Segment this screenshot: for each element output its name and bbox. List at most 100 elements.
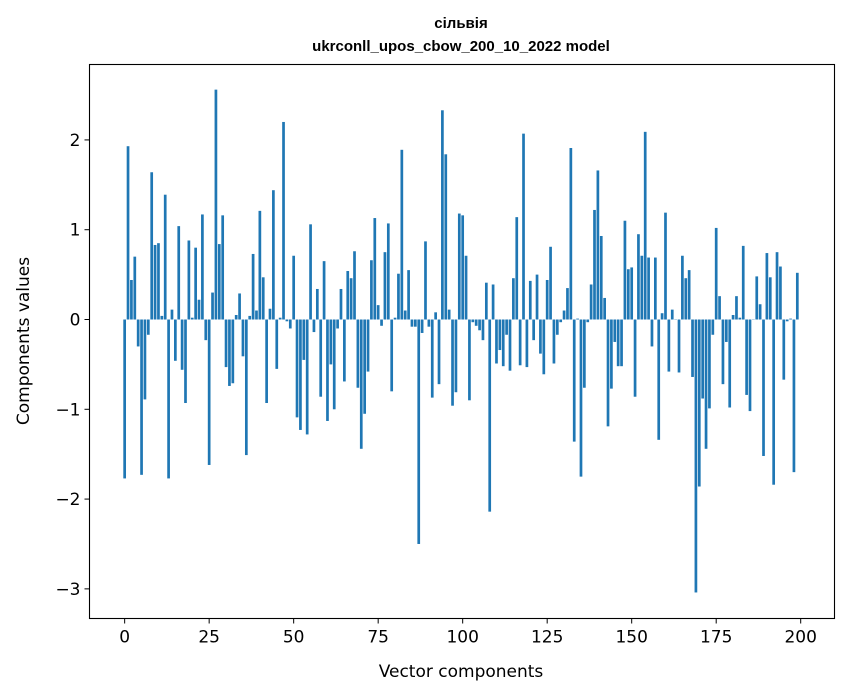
bar [228, 319, 231, 386]
bar [484, 282, 488, 320]
x-tick-label: 100 [446, 628, 478, 648]
bar [224, 319, 228, 368]
bar [197, 299, 201, 320]
bar [288, 319, 292, 329]
bar [572, 319, 576, 442]
bar [319, 319, 323, 397]
y-tick-label: −3 [55, 580, 80, 600]
bar [711, 319, 715, 335]
bar [535, 274, 539, 320]
y-tick-label: 2 [70, 131, 81, 151]
bar [735, 296, 738, 320]
bar [731, 315, 735, 320]
bar [268, 308, 272, 320]
bar [518, 319, 522, 366]
bar [505, 319, 508, 335]
bar [512, 278, 515, 320]
bar [795, 272, 799, 320]
chart-title-line1: сільвія [434, 15, 487, 32]
x-tick-label: 200 [784, 628, 816, 648]
bar [653, 257, 657, 320]
bar [704, 319, 708, 449]
bar [157, 243, 160, 320]
bar [782, 319, 786, 380]
bar [353, 251, 356, 320]
bar [589, 284, 593, 320]
bar [758, 304, 762, 320]
bar [177, 226, 181, 320]
bar [637, 234, 640, 320]
bar [691, 319, 694, 377]
bar [359, 319, 363, 449]
bar [451, 319, 454, 406]
bar [775, 252, 779, 320]
y-tick-label: −2 [55, 490, 80, 510]
bar [332, 319, 336, 410]
bar [667, 319, 671, 372]
y-tick-label: 1 [70, 221, 81, 241]
bar [275, 319, 279, 369]
bar [708, 319, 711, 409]
bar [498, 319, 502, 351]
bar [180, 319, 184, 370]
bar [721, 319, 725, 385]
bar [201, 214, 204, 320]
bar [400, 149, 404, 320]
bar [549, 246, 552, 320]
bar [738, 317, 742, 320]
bar [441, 110, 444, 320]
bar [437, 319, 441, 385]
bar [495, 319, 498, 364]
bar [694, 319, 698, 593]
x-tick-label: 175 [700, 628, 732, 648]
bar [613, 319, 617, 342]
bar [670, 309, 674, 320]
bar [478, 319, 481, 331]
bar [664, 212, 667, 320]
bar [417, 319, 421, 544]
bar [681, 255, 684, 320]
bar [217, 244, 221, 320]
bar [552, 319, 556, 364]
bar [555, 319, 559, 335]
bar [140, 319, 143, 475]
bar [397, 273, 400, 320]
x-tick-label: 25 [198, 628, 220, 648]
bar [336, 319, 339, 329]
bar [167, 319, 170, 479]
bar [299, 319, 302, 430]
bar [718, 296, 721, 320]
bar [414, 319, 417, 327]
bar [522, 133, 525, 320]
bar [515, 217, 519, 320]
bar [403, 310, 407, 320]
bar [136, 319, 140, 347]
bar [386, 223, 390, 320]
bar [532, 319, 536, 341]
bar [427, 319, 431, 327]
bar [211, 292, 214, 320]
bar [785, 319, 789, 322]
bar [204, 319, 208, 341]
bar [603, 297, 606, 320]
bar [248, 315, 252, 320]
bar [430, 319, 434, 398]
bar [329, 319, 333, 365]
bar [282, 121, 285, 320]
bar [295, 319, 299, 418]
bar [312, 319, 316, 333]
bar [765, 253, 769, 320]
bar [261, 277, 265, 320]
bar [272, 190, 275, 320]
bar [457, 213, 461, 320]
bar [251, 253, 255, 320]
bar [620, 319, 623, 367]
bar [174, 319, 177, 361]
bar [130, 279, 133, 320]
bar [471, 319, 475, 323]
bar [491, 284, 495, 320]
bar [586, 319, 590, 323]
bar [687, 270, 691, 320]
bar [255, 310, 258, 320]
bar [123, 319, 127, 479]
